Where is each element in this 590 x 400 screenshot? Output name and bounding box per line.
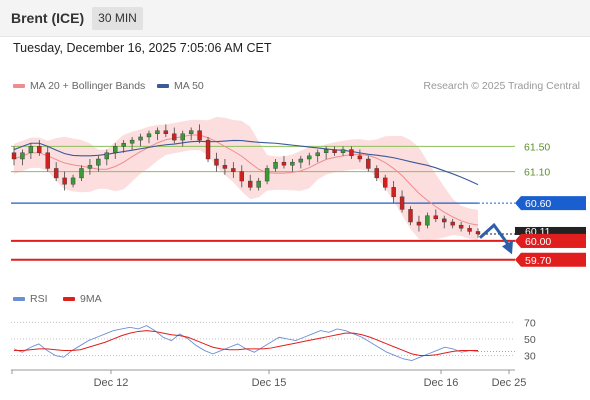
- rsi-swatch: [13, 297, 25, 301]
- ma50-line: [13, 139, 479, 186]
- level-price-box: [515, 196, 586, 211]
- candle-body: [298, 158, 304, 163]
- candle-body: [62, 177, 67, 185]
- candle-body: [214, 158, 219, 166]
- candle-body: [79, 168, 84, 179]
- x-tick-label: Dec 12: [94, 377, 129, 389]
- candle-body: [349, 149, 354, 157]
- rsi-tick-label: 50: [524, 334, 536, 346]
- candle-body: [28, 146, 34, 153]
- level-label: 59.70: [525, 255, 551, 267]
- candle-body: [104, 152, 110, 160]
- chart-header: Brent (ICE) 30 MIN: [0, 0, 590, 37]
- candle-body: [180, 133, 185, 141]
- candle-body: [307, 155, 312, 160]
- x-tick-label: Dec 25: [492, 377, 527, 389]
- candle-body: [290, 161, 295, 166]
- candle-body: [340, 149, 346, 153]
- last-price-box: [515, 226, 586, 235]
- candle-body: [366, 158, 371, 169]
- candle-body: [129, 139, 135, 144]
- candle-body: [222, 165, 228, 169]
- candle-body: [383, 177, 388, 188]
- bollinger-band: [14, 116, 478, 241]
- candle-body: [332, 149, 337, 153]
- x-tick-label: Dec 15: [252, 377, 287, 389]
- candle-body: [172, 133, 177, 141]
- candle-body: [248, 180, 253, 188]
- candle-body: [11, 152, 17, 160]
- candle-body: [442, 218, 447, 223]
- candle-body: [231, 168, 236, 172]
- candle-body: [399, 196, 405, 210]
- candle-body: [96, 158, 101, 166]
- level-label: 61.10: [524, 167, 550, 179]
- candle-body: [281, 161, 287, 166]
- ma50-label: MA 50: [174, 80, 204, 92]
- forecast-arrow: [478, 222, 510, 246]
- candle-body: [197, 130, 202, 141]
- chart-datetime: Tuesday, December 16, 2025 7:05:06 AM CE…: [13, 41, 272, 55]
- research-credit: Research © 2025 Trading Central: [423, 80, 580, 92]
- ma9-swatch: [63, 297, 75, 301]
- candle-body: [87, 165, 93, 169]
- ma50-swatch: [157, 84, 169, 88]
- candle-body: [70, 177, 76, 185]
- rsi-ma9-line: [14, 330, 478, 357]
- candle-body: [37, 146, 42, 153]
- level-label: 60.60: [525, 198, 551, 210]
- legend-ma9: 9MA: [63, 293, 102, 305]
- rsi-label: RSI: [30, 293, 48, 305]
- candle-body: [138, 136, 143, 141]
- candle-body: [357, 155, 363, 160]
- forecast-arrow-head: [502, 240, 513, 255]
- candle-body: [450, 221, 455, 226]
- candle-body: [239, 171, 244, 182]
- candle-body: [188, 130, 194, 134]
- candle-body: [416, 221, 422, 226]
- candle-body: [53, 168, 59, 179]
- legend-ma50: MA 50: [157, 80, 204, 92]
- candle-body: [163, 130, 169, 134]
- candle-body: [146, 133, 152, 138]
- candle-body: [315, 152, 320, 157]
- ma20-swatch: [13, 84, 25, 88]
- level-price-box: [515, 233, 586, 248]
- candle-body: [475, 231, 481, 235]
- candle-body: [264, 168, 270, 182]
- candle-body: [273, 161, 278, 169]
- candle-body: [323, 149, 329, 153]
- rsi-tick-label: 30: [524, 351, 536, 363]
- ma20-label: MA 20 + Bollinger Bands: [30, 80, 146, 92]
- ma9-label: 9MA: [80, 293, 102, 305]
- level-label: 60.00: [525, 236, 551, 248]
- candle-body: [425, 215, 430, 226]
- candle-body: [458, 224, 464, 229]
- candle-body: [205, 139, 211, 160]
- candle-body: [121, 143, 126, 147]
- candle-body: [408, 209, 413, 223]
- legend-ma20: MA 20 + Bollinger Bands: [13, 80, 145, 92]
- x-tick-label: Dec 16: [424, 377, 459, 389]
- candle-body: [45, 152, 50, 169]
- rsi-tick-label: 70: [524, 317, 536, 329]
- candle-body: [433, 215, 439, 220]
- candle-body: [467, 228, 472, 232]
- candle-body: [391, 187, 396, 198]
- level-price-box: [515, 252, 586, 267]
- candle-body: [20, 152, 25, 160]
- candle-body: [113, 146, 118, 153]
- candle-body: [256, 180, 261, 188]
- instrument-title: Brent (ICE): [11, 10, 85, 26]
- level-label: 61.50: [524, 141, 550, 153]
- candle-body: [374, 168, 379, 179]
- candle-body: [155, 130, 160, 134]
- legend-rsi: RSI: [13, 293, 48, 305]
- timeframe-button[interactable]: 30 MIN: [92, 7, 143, 30]
